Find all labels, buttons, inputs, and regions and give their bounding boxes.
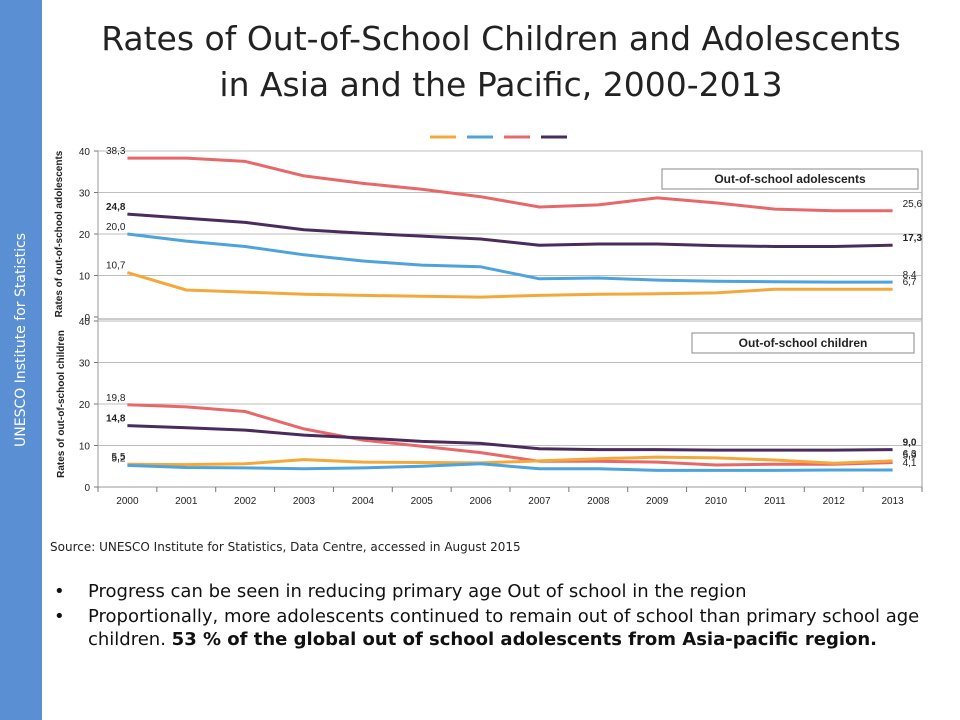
y-tick-label: 20 [79, 400, 91, 411]
series-line [126, 271, 893, 299]
x-tick-label: 2012 [823, 496, 846, 507]
x-tick-label: 2004 [352, 496, 375, 507]
sidebar-label: UNESCO Institute for Statistics [13, 233, 29, 447]
data-label: 5,9 [903, 451, 917, 462]
line-charts: 0 10 20 30 40 Rates of out-of-school adolesce… [54, 135, 923, 507]
series-line [127, 462, 893, 472]
x-tick-label: 2010 [705, 496, 728, 507]
data-label: 8,4 [903, 270, 917, 281]
series-line [127, 156, 893, 213]
data-label: 25,6 [903, 199, 923, 210]
bullet-text: Progress can be seen in reducing primary… [88, 581, 747, 602]
series-line [127, 424, 893, 452]
panel-label-box [661, 168, 919, 190]
data-label: 14,8 [106, 414, 126, 425]
data-label: 6,7 [903, 277, 917, 288]
bullet-text: Proportionally, more adolescents continu… [88, 606, 920, 650]
x-tick-label: 2011 [764, 496, 786, 507]
data-label: 19,8 [106, 393, 126, 404]
bullet-bold-text: 53 % of the global out of school adolesc… [171, 629, 878, 650]
y-tick-label: 0 [84, 313, 90, 324]
data-label: 24,8 [106, 202, 126, 213]
data-label: 5,5 [112, 452, 126, 463]
x-tick-label: 2001 [175, 496, 198, 507]
title-line-2: in Asia and the Pacific, 2000-2013 [219, 65, 783, 104]
x-tick-label: 2000 [116, 496, 139, 507]
x-tick-label: 2008 [587, 496, 610, 507]
x-tick-label: 2003 [293, 496, 316, 507]
data-label: 17,3 [903, 233, 923, 244]
source-note: Source: UNESCO Institute for Statistics,… [50, 540, 521, 554]
x-tick-label: 2009 [646, 496, 669, 507]
x-tick-label: 2005 [411, 496, 434, 507]
panel-label-box [691, 332, 915, 354]
bullet-item: • Progress can be seen in reducing prima… [50, 580, 955, 603]
bullet-list: • Progress can be seen in reducing prima… [50, 580, 955, 653]
panel-label: Out-of-school adolescents [714, 172, 866, 186]
bullet-dot: • [54, 606, 65, 627]
y-tick-label: 10 [79, 442, 91, 453]
y-tick-label: 30 [79, 189, 91, 200]
x-tick-label: 2006 [469, 496, 492, 507]
y-tick-label: 0 [84, 483, 90, 494]
data-label: 6,3 [903, 449, 917, 460]
x-tick-label: 2013 [881, 496, 904, 507]
y-axis-label: Rates of out-of-school children [56, 330, 67, 478]
page-title: Rates of Out-of-School Children and Adol… [42, 16, 960, 108]
data-label: 4,1 [903, 458, 917, 469]
data-label: 10,7 [106, 261, 126, 272]
series-line [127, 212, 893, 248]
data-label: 9,0 [903, 438, 917, 449]
y-axis-label: Rates of out-of-school adolescents [54, 150, 65, 317]
data-label: 20,0 [106, 222, 126, 233]
series-line [127, 455, 893, 467]
y-tick-label: 40 [79, 147, 91, 158]
y-tick-label: 30 [79, 359, 91, 370]
series-line [127, 403, 893, 467]
x-tick-label: 2002 [234, 496, 257, 507]
title-line-1: Rates of Out-of-School Children and Adol… [101, 19, 901, 58]
y-tick-label: 10 [79, 272, 91, 283]
y-tick-label: 40 [79, 317, 91, 328]
bullet-item: • Proportionally, more adolescents conti… [50, 605, 955, 651]
series-line [127, 232, 893, 284]
data-label: 5,2 [112, 453, 126, 464]
bullet-dot: • [54, 581, 65, 602]
sidebar-band [0, 0, 42, 720]
y-tick-label: 20 [79, 230, 91, 241]
x-tick-label: 2007 [528, 496, 551, 507]
panel-label: Out-of-school children [739, 336, 868, 350]
data-label: 38,3 [106, 146, 126, 157]
